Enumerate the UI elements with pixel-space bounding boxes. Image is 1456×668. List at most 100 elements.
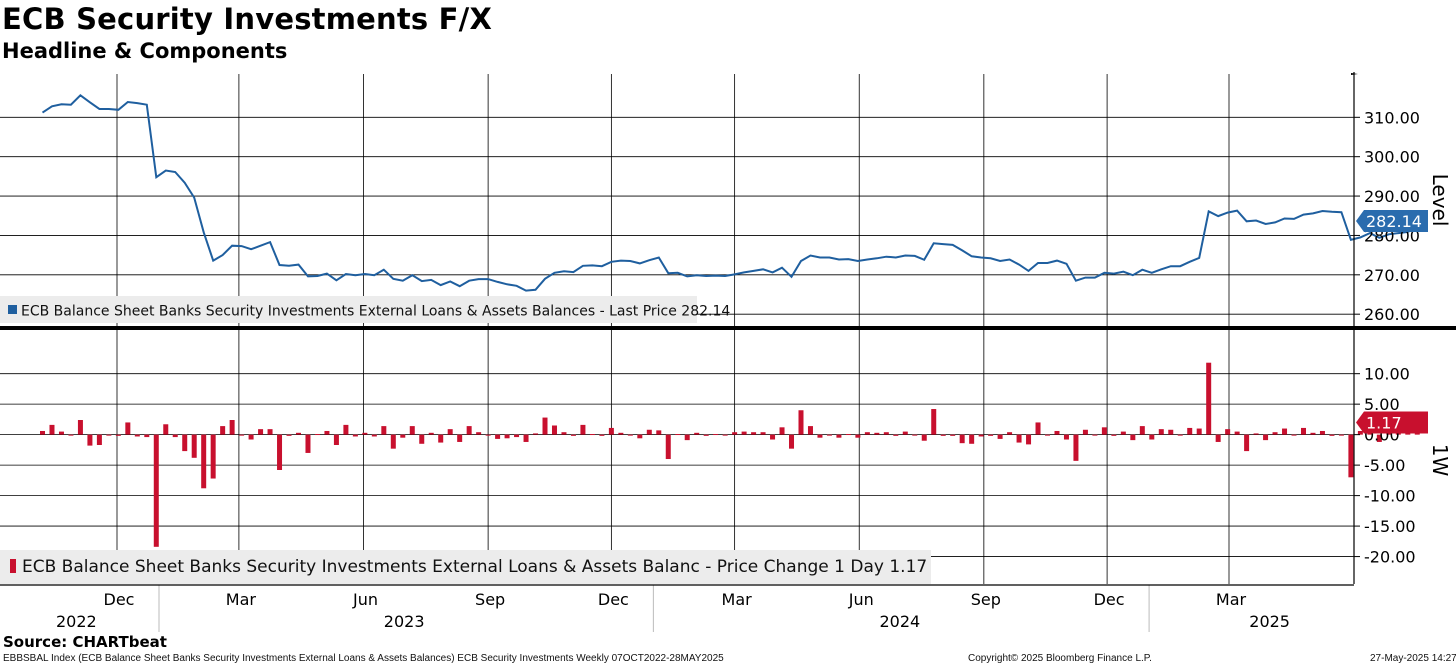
change-bar bbox=[580, 424, 586, 435]
change-bar bbox=[1196, 428, 1202, 435]
x-month-label: Sep bbox=[475, 590, 505, 609]
bottom-y-tick-label: 5.00 bbox=[1364, 395, 1400, 414]
bottom-y-tick-label: -10.00 bbox=[1364, 487, 1416, 506]
change-bar bbox=[457, 434, 463, 442]
change-bar bbox=[1130, 434, 1136, 441]
change-bar bbox=[115, 434, 121, 436]
change-bar bbox=[959, 434, 965, 444]
change-bar bbox=[883, 432, 889, 435]
change-bar bbox=[466, 426, 472, 435]
change-bar bbox=[220, 426, 226, 435]
chart-title: ECB Security Investments F/X bbox=[2, 2, 493, 36]
change-bar bbox=[751, 432, 757, 435]
bottom-last-value-tag-shape bbox=[1356, 411, 1428, 434]
change-bar bbox=[400, 434, 406, 438]
change-bar bbox=[1300, 427, 1306, 435]
change-bar bbox=[940, 434, 946, 436]
change-bar bbox=[1168, 429, 1174, 435]
x-month-label: Dec bbox=[1094, 590, 1125, 609]
change-bar bbox=[1234, 431, 1240, 435]
change-bar bbox=[779, 427, 785, 435]
change-bar bbox=[68, 434, 74, 436]
change-bar bbox=[627, 434, 633, 436]
bottom-last-value-tag: 1.17 bbox=[1356, 411, 1428, 434]
change-bar bbox=[893, 434, 899, 436]
change-bar bbox=[931, 409, 937, 435]
bottom-y-tick-label: 10.00 bbox=[1364, 365, 1410, 384]
change-bar bbox=[324, 430, 330, 435]
bottom-y-tick-label: -5.00 bbox=[1364, 456, 1405, 475]
change-bar bbox=[1045, 434, 1051, 436]
change-bar bbox=[589, 434, 595, 436]
change-bar bbox=[1348, 434, 1354, 478]
change-bar bbox=[1263, 434, 1269, 441]
change-bar bbox=[713, 434, 719, 436]
change-bar bbox=[314, 434, 320, 436]
change-bar bbox=[267, 429, 273, 435]
change-bar bbox=[1395, 432, 1401, 435]
change-bar bbox=[191, 434, 197, 458]
top-y-tick-label: 310.00 bbox=[1364, 108, 1420, 127]
change-bar bbox=[533, 433, 539, 435]
top-legend-box bbox=[0, 296, 697, 323]
change-bar bbox=[182, 434, 188, 452]
change-bar bbox=[1376, 434, 1382, 442]
change-bar bbox=[656, 430, 662, 435]
x-month-label: Jun bbox=[352, 590, 378, 609]
change-bar bbox=[921, 434, 927, 441]
change-bar bbox=[1092, 434, 1098, 436]
change-bar bbox=[40, 430, 46, 435]
change-bar bbox=[1215, 434, 1221, 442]
change-bar bbox=[523, 434, 529, 442]
change-bar bbox=[807, 426, 813, 435]
change-bar bbox=[295, 432, 301, 435]
x-month-label: Mar bbox=[1216, 590, 1247, 609]
change-bar bbox=[551, 425, 557, 435]
change-bar bbox=[902, 431, 908, 435]
change-bar bbox=[381, 426, 387, 435]
change-bar bbox=[665, 434, 671, 460]
change-bar bbox=[1253, 433, 1259, 435]
top-y-tick-label: 290.00 bbox=[1364, 187, 1420, 206]
change-bar bbox=[201, 434, 207, 489]
change-bar bbox=[1357, 430, 1363, 435]
change-bar bbox=[912, 434, 918, 436]
top-y-tick-label: 270.00 bbox=[1364, 266, 1420, 285]
x-year-label: 2023 bbox=[384, 612, 425, 631]
change-bar bbox=[352, 434, 358, 437]
top-legend-swatch bbox=[8, 305, 17, 314]
change-bar bbox=[286, 434, 292, 436]
change-bar bbox=[1177, 434, 1183, 436]
change-bar bbox=[817, 434, 823, 438]
footer-copyright: Copyright© 2025 Bloomberg Finance L.P. bbox=[968, 653, 1152, 664]
change-bar bbox=[1310, 432, 1316, 435]
change-bar bbox=[1319, 430, 1325, 435]
change-bar bbox=[362, 432, 368, 435]
change-bar bbox=[950, 434, 956, 436]
change-bar bbox=[826, 434, 832, 436]
change-bar bbox=[248, 434, 254, 440]
change-bar bbox=[570, 434, 576, 436]
change-bar bbox=[134, 434, 140, 437]
change-bar bbox=[997, 434, 1003, 439]
x-year-label: 2024 bbox=[880, 612, 921, 631]
change-bar bbox=[988, 434, 994, 436]
change-bar bbox=[1338, 434, 1344, 436]
change-bar bbox=[1225, 429, 1231, 435]
change-bar bbox=[438, 434, 444, 443]
change-bar bbox=[1405, 432, 1411, 435]
change-bar bbox=[409, 426, 415, 435]
change-bar bbox=[87, 434, 93, 446]
top-last-value-tag-text: 282.14 bbox=[1366, 212, 1422, 231]
change-bar bbox=[485, 434, 491, 436]
change-bar bbox=[1206, 362, 1212, 435]
change-bar bbox=[163, 424, 169, 435]
change-bar bbox=[229, 420, 235, 435]
change-bar bbox=[1054, 430, 1060, 435]
change-bar bbox=[1026, 434, 1032, 445]
change-bar bbox=[969, 434, 975, 444]
change-bar bbox=[390, 434, 396, 449]
change-bar bbox=[978, 434, 984, 437]
change-bar bbox=[542, 417, 548, 435]
change-bar bbox=[618, 432, 624, 435]
